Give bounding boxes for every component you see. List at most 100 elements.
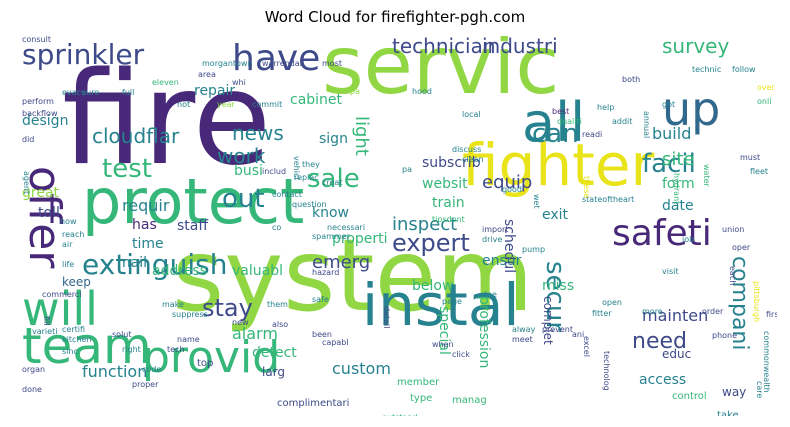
word-how: how: [60, 217, 77, 226]
word-them: them: [267, 300, 288, 309]
word-time: time: [132, 236, 164, 252]
word-have: have: [232, 38, 321, 79]
word-safeti: safeti: [612, 213, 712, 254]
word-contact: contact: [272, 190, 302, 199]
word-fitter: fitter: [592, 309, 612, 318]
word-must: must: [740, 153, 761, 162]
word-agent: agent: [22, 171, 31, 195]
word-function: function: [82, 362, 148, 381]
word-fleet: fleet: [750, 167, 769, 176]
word-water: water: [702, 164, 711, 187]
word-suppress: suppress: [172, 310, 208, 319]
word-nfpa: nfpa: [342, 87, 360, 96]
word-annual: annual: [642, 111, 651, 139]
word-staff: staff: [177, 218, 209, 234]
word-requir: requir: [122, 196, 170, 215]
word-inspect: inspect: [392, 214, 458, 235]
word-fire: fire: [62, 45, 272, 194]
word-warrendal: warrendal: [262, 59, 302, 68]
word-pump: pump: [522, 245, 546, 254]
word-both: both: [622, 75, 641, 84]
word-cloudflar: cloudflar: [92, 124, 180, 148]
word-excel: excel: [582, 336, 591, 357]
word-news: news: [232, 121, 284, 145]
word-code: code: [142, 365, 162, 374]
word-capabl: capabl: [322, 338, 349, 347]
word-top: top: [197, 358, 214, 369]
word-detail: detail: [382, 306, 391, 329]
word-evacu: evacu: [62, 88, 87, 97]
word-member: member: [397, 377, 440, 388]
word-click: click: [452, 350, 470, 359]
word-not: not: [177, 100, 191, 109]
word-custom: custom: [332, 359, 391, 378]
word-creat: creat: [322, 178, 343, 187]
word-consult: consult: [22, 36, 51, 44]
word-need: need: [632, 329, 687, 354]
word-technic: technic: [692, 65, 722, 74]
word-varieti: varieti: [32, 327, 58, 336]
word-ensur: ensur: [482, 253, 522, 269]
word-access: access: [639, 372, 687, 388]
word-qualiti: qualiti: [557, 117, 582, 126]
word-commit: commit: [252, 100, 283, 109]
word-type: type: [410, 393, 433, 404]
word-exit: exit: [542, 207, 569, 223]
word-best: best: [552, 107, 570, 116]
word-hood: hood: [412, 87, 432, 96]
word-servic: servic: [322, 36, 560, 112]
word-commonwealth: commonwealth: [762, 331, 771, 393]
word-out: out: [222, 184, 265, 214]
word-control: control: [672, 391, 707, 402]
word-open: open: [602, 298, 622, 307]
word-hydrant: hydrant: [672, 173, 681, 205]
word-hazard: hazard: [312, 268, 340, 277]
word-light: light: [351, 116, 372, 156]
word-name: name: [177, 335, 200, 344]
word-build: build: [652, 124, 692, 143]
word-life: life: [62, 260, 75, 269]
word-also: also: [272, 320, 289, 329]
word-vehicl: vehicl: [292, 156, 301, 180]
word-cabinet: cabinet: [290, 92, 343, 108]
word-over: over: [757, 83, 775, 92]
word-wet: wet: [532, 194, 541, 209]
word-will: will: [22, 282, 98, 336]
word-area: area: [198, 70, 216, 79]
word-technolog: technolog: [602, 351, 611, 391]
word-stay: stay: [202, 294, 253, 322]
word-complet: complet: [541, 296, 555, 345]
word-sure: sure: [82, 88, 100, 97]
word-onli: onli: [757, 97, 772, 106]
word-doe: doe: [482, 290, 497, 299]
word-first: first: [766, 310, 777, 319]
word-job: job: [682, 235, 695, 244]
word-design: design: [22, 113, 69, 129]
word-stateoftheart: stateoftheart: [582, 195, 635, 204]
word-local: local: [462, 110, 481, 119]
word-import: import: [482, 225, 509, 234]
word-miss: miss: [542, 278, 575, 294]
word-industri: industri: [482, 36, 558, 58]
word-team: team: [22, 317, 152, 375]
word-union: union: [722, 225, 745, 234]
word-commerci: commerci: [42, 290, 82, 299]
word-clean: clean: [462, 155, 484, 164]
word-take: take: [717, 410, 739, 417]
word-certifi: certifi: [62, 325, 86, 334]
word-websit: websit: [422, 176, 468, 192]
word-profession: profession: [476, 296, 492, 369]
word-replac: replac: [294, 173, 319, 182]
word-page: page: [442, 297, 462, 306]
word-facil: facil: [642, 149, 696, 179]
word-eleven: eleven: [152, 78, 179, 87]
word-train: train: [432, 195, 465, 211]
word-co: co: [272, 223, 282, 232]
word-full: full: [122, 88, 135, 97]
word-know: know: [312, 205, 349, 221]
word-provid: provid: [142, 332, 281, 383]
word-system: system: [172, 217, 534, 334]
word-expert: expert: [392, 229, 470, 257]
word-way: way: [722, 385, 747, 399]
word-address: address: [152, 263, 208, 279]
